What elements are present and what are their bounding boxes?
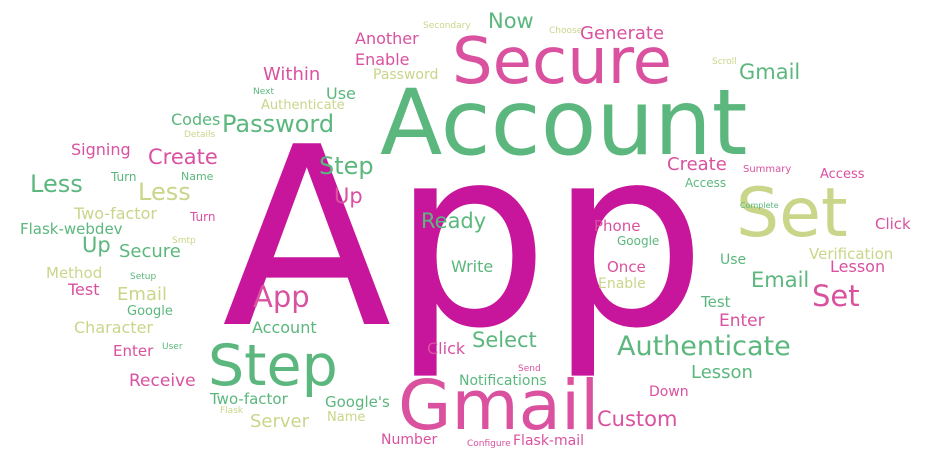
word-flask: Flask [220, 406, 244, 416]
word-verification: Verification [809, 245, 894, 263]
word-custom: Custom [597, 407, 678, 431]
word-within: Within [263, 64, 321, 85]
word-enter-2: Enter [719, 311, 765, 331]
word-setup: Setup [130, 272, 157, 282]
word-secure-small: Secure [119, 241, 181, 262]
word-phone: Phone [594, 217, 641, 235]
word-set: Set [736, 174, 848, 253]
word-authenticate: Authenticate [617, 331, 791, 362]
word-codes: Codes [171, 110, 221, 129]
word-googles: Google's [325, 393, 390, 411]
word-click-2: Click [875, 215, 911, 233]
word-once: Once [607, 258, 646, 276]
word-test-2: Test [701, 293, 731, 311]
word-write: Write [451, 257, 494, 276]
word-enable-1: Enable [355, 50, 410, 69]
word-flask-mail: Flask-mail [513, 433, 584, 449]
word-down: Down [649, 384, 689, 400]
word-authenticate-small: Authenticate [261, 98, 345, 113]
word-turn-1: Turn [111, 170, 137, 184]
word-lesson-1: Lesson [691, 362, 753, 383]
word-step-small: Step [319, 152, 374, 180]
word-select: Select [472, 328, 537, 352]
word-summary: Summary [743, 164, 792, 175]
word-receive: Receive [129, 371, 196, 391]
word-use-2: Use [720, 252, 747, 268]
word-gmail: Gmail [398, 366, 600, 446]
word-app-large: App [222, 95, 707, 383]
word-turn-2: Turn [190, 210, 216, 224]
word-configure: Configure [467, 439, 511, 449]
word-choose: Choose [549, 26, 583, 36]
word-test-1: Test [68, 280, 100, 299]
word-google-2: Google [617, 234, 660, 248]
word-two-factor-1: Two-factor [74, 204, 157, 223]
word-enter-1: Enter [113, 342, 154, 360]
word-ready: Ready [421, 209, 487, 233]
word-less-2: Less [138, 178, 191, 206]
word-account: Account [380, 71, 748, 176]
word-up-2: Up [82, 233, 111, 257]
word-access-1: Access [820, 167, 865, 182]
word-complete: Complete [740, 201, 779, 210]
word-create-2: Create [667, 154, 727, 175]
word-less-1: Less [30, 170, 83, 198]
word-signing: Signing [71, 140, 131, 159]
word-name-2: Name [181, 170, 214, 183]
word-secure: Secure [452, 25, 673, 99]
word-method: Method [46, 264, 103, 282]
word-email-1: Email [751, 268, 810, 292]
word-click-1: Click [427, 339, 466, 358]
word-flask-webdev: Flask-webdev [20, 220, 123, 238]
word-another: Another [355, 29, 419, 48]
word-password: Password [222, 110, 335, 138]
word-secondary: Secondary [423, 21, 471, 31]
word-name-1: Name [327, 410, 366, 425]
word-number: Number [381, 432, 438, 448]
word-step: Step [208, 333, 338, 399]
word-lesson-2: Lesson [830, 257, 886, 276]
word-set-small: Set [812, 279, 860, 313]
word-email-2: Email [117, 284, 167, 305]
word-user: User [162, 342, 183, 352]
word-password-small: Password [373, 67, 439, 83]
word-gmail-small: Gmail [739, 60, 801, 84]
word-google-1: Google [127, 304, 173, 319]
word-next: Next [253, 87, 274, 97]
word-use-1: Use [326, 84, 356, 103]
word-two-factor-2: Two-factor [210, 390, 288, 408]
word-generate: Generate [580, 23, 665, 44]
word-notifications: Notifications [459, 373, 547, 389]
word-now: Now [488, 9, 534, 33]
word-server: Server [250, 411, 310, 432]
word-details: Details [184, 130, 216, 140]
word-app-small: App [253, 280, 310, 314]
word-character: Character [74, 318, 153, 337]
word-scroll: Scroll [712, 57, 737, 67]
word-up-1: Up [334, 184, 363, 208]
word-send: Send [518, 364, 541, 374]
word-smtp: Smtp [172, 236, 196, 246]
word-create-1: Create [148, 145, 218, 169]
word-enable-2: Enable [598, 276, 646, 292]
word-access-2: Access [685, 176, 727, 190]
word-account-small: Account [252, 318, 317, 337]
